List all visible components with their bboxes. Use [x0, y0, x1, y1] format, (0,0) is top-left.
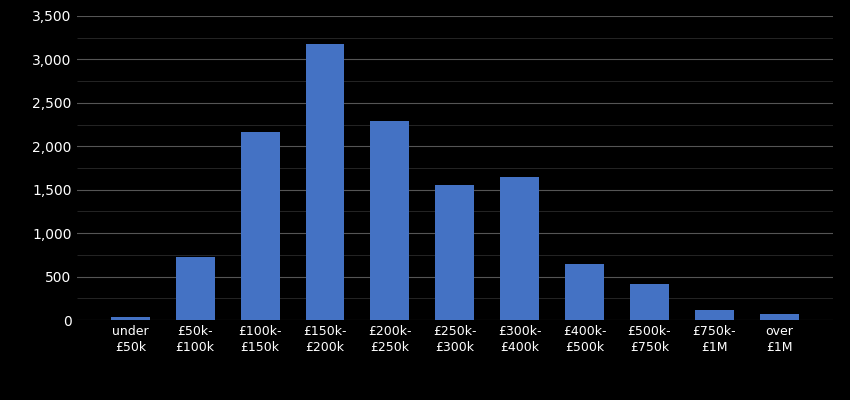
Bar — [630, 284, 669, 320]
Bar — [241, 132, 280, 320]
Bar — [110, 317, 150, 320]
Bar — [565, 264, 604, 320]
Bar — [760, 314, 799, 320]
Bar — [176, 256, 215, 320]
Bar — [305, 44, 344, 320]
Bar — [500, 177, 539, 320]
Bar — [435, 184, 474, 320]
Bar — [694, 310, 734, 320]
Bar — [371, 121, 410, 320]
